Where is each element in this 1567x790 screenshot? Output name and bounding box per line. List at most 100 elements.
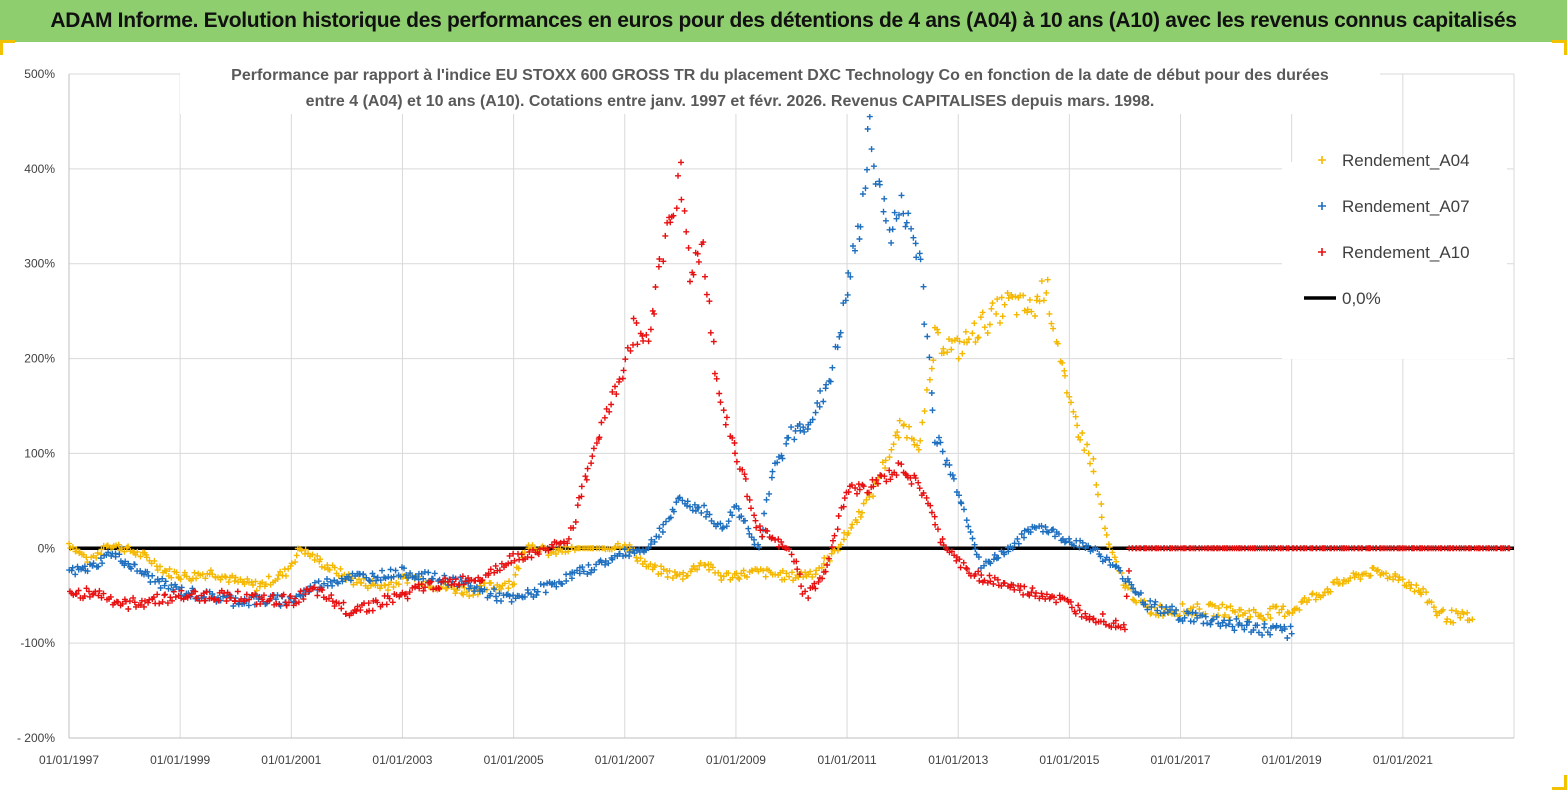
data-point (392, 567, 399, 574)
data-point (694, 566, 701, 573)
data-point (962, 328, 969, 335)
data-point (119, 600, 126, 607)
data-point (162, 591, 169, 598)
data-point (329, 582, 336, 589)
data-point (327, 578, 334, 585)
data-point (192, 588, 199, 595)
data-point (859, 509, 865, 516)
data-point (890, 441, 897, 448)
data-point (1225, 614, 1232, 621)
data-point (912, 475, 919, 482)
data-point (729, 512, 736, 519)
data-point (358, 580, 365, 587)
data-point (809, 416, 816, 423)
data-point (188, 591, 195, 598)
data-point (986, 321, 993, 328)
x-tick-label: 01/01/2003 (372, 753, 432, 767)
data-point (864, 126, 871, 132)
data-point (1469, 616, 1476, 623)
data-point (1032, 593, 1039, 600)
data-point (822, 568, 829, 575)
data-point (908, 225, 915, 232)
data-point (97, 555, 104, 562)
data-point (1063, 538, 1069, 545)
data-point (452, 576, 459, 583)
data-point (84, 568, 91, 575)
data-point (759, 533, 766, 540)
data-point (66, 540, 73, 547)
data-point (1024, 306, 1031, 313)
data-point (926, 376, 933, 383)
data-point (377, 577, 384, 584)
data-point (96, 587, 103, 594)
data-point (1020, 591, 1027, 598)
data-point (717, 399, 724, 406)
data-point (1229, 623, 1236, 630)
data-point (834, 526, 841, 533)
data-point (840, 536, 847, 543)
data-point (1363, 570, 1369, 577)
data-point (545, 547, 552, 554)
data-point (83, 585, 90, 592)
data-point (684, 572, 691, 579)
data-point (506, 593, 513, 600)
data-point (1215, 605, 1222, 612)
data-point (1034, 293, 1041, 300)
data-point (690, 563, 697, 569)
banner-title: ADAM Informe. Evolution historique des p… (50, 9, 1517, 32)
data-point (1181, 614, 1188, 621)
data-point (876, 181, 883, 188)
data-point (406, 589, 413, 596)
data-point (612, 383, 618, 390)
data-point (1261, 620, 1268, 627)
data-point (530, 594, 537, 600)
data-point (802, 588, 809, 595)
data-point (283, 572, 289, 579)
data-point (720, 573, 727, 580)
data-point (1309, 590, 1316, 597)
data-point (1148, 603, 1155, 610)
data-point (1097, 553, 1104, 560)
data-point (1466, 617, 1473, 624)
data-point (287, 563, 294, 570)
data-point (574, 567, 580, 574)
x-axis-tick-labels: 01/01/1997 01/01/1999 01/01/2001 01/01/2003… (39, 753, 1433, 767)
data-point (928, 390, 935, 396)
data-point (337, 565, 344, 572)
data-point (990, 581, 997, 587)
data-point (914, 442, 921, 449)
data-point (565, 535, 572, 542)
data-point (793, 558, 800, 565)
data-point (820, 560, 827, 567)
data-point (451, 581, 458, 587)
data-point (528, 554, 535, 561)
data-point (319, 587, 326, 594)
data-point (584, 571, 591, 577)
data-point (1287, 623, 1294, 630)
x-tick-label: 01/01/2015 (1039, 753, 1099, 767)
data-point (881, 473, 888, 480)
y-tick-label: 500% (24, 67, 55, 81)
data-point (1038, 590, 1045, 597)
data-point (280, 591, 287, 598)
data-point (1154, 607, 1161, 614)
data-point (614, 540, 621, 547)
data-point (568, 544, 575, 551)
data-point (531, 586, 538, 593)
data-point (582, 473, 589, 480)
data-point (568, 575, 575, 582)
data-point (905, 210, 912, 217)
data-point (1347, 575, 1354, 582)
data-point (534, 588, 541, 595)
data-point (774, 459, 781, 466)
data-point (1106, 556, 1113, 563)
data-point (655, 263, 662, 270)
data-point (331, 603, 338, 610)
data-point (963, 565, 970, 571)
data-point (828, 550, 835, 557)
data-point (193, 595, 200, 602)
data-point (882, 457, 889, 464)
data-point (998, 294, 1005, 301)
data-point (241, 581, 248, 588)
data-point (608, 401, 615, 408)
